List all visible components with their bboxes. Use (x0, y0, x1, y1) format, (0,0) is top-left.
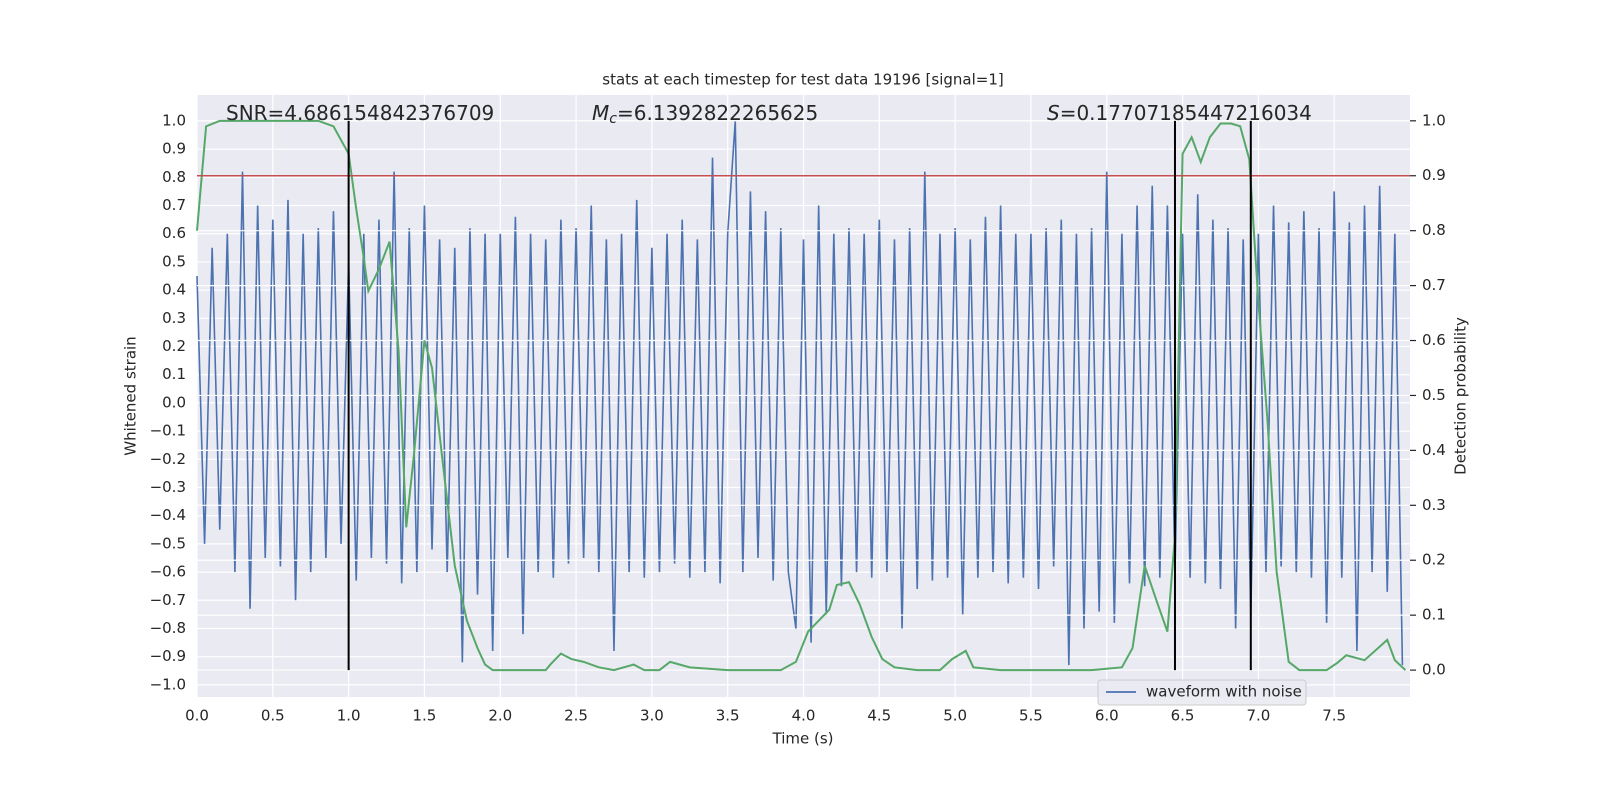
x-tick-label: 4.5 (867, 707, 891, 725)
y-tick-label: −0.8 (150, 619, 186, 637)
y2-tick-label: 0.5 (1422, 386, 1446, 404)
x-tick-label: 2.5 (564, 707, 588, 725)
y-tick-label: −0.2 (150, 450, 186, 468)
x-tick-label: 7.0 (1246, 707, 1270, 725)
y-tick-label: −0.6 (150, 563, 186, 581)
y-axis-label: Whitened strain (122, 336, 140, 455)
annotation-subscript: c (609, 111, 617, 127)
probability-line (196, 119, 1407, 672)
y-tick-label: −0.1 (150, 422, 186, 440)
chart-title: stats at each timestep for test data 191… (602, 71, 1003, 89)
y2-tick-label: 0.4 (1422, 441, 1446, 459)
y-tick-label: 0.5 (162, 252, 186, 270)
x-tick-label: 0.0 (185, 707, 209, 725)
y2-tick-label: 0.8 (1422, 221, 1446, 239)
annotation-text: =6.1392822265625 (617, 101, 818, 125)
x-tick-label: 6.5 (1171, 707, 1195, 725)
annotation: S=0.17707185447216034 (1047, 101, 1312, 125)
y-tick-label: 1.0 (162, 111, 186, 129)
annotation: SNR=4.686154842376709 (226, 101, 494, 125)
x-tick-label: 0.5 (261, 707, 285, 725)
x-tick-label: 3.0 (640, 707, 664, 725)
y2-tick-label: 0.3 (1422, 496, 1446, 514)
x-tick-label: 1.5 (413, 707, 437, 725)
y-tick-label: 0.2 (162, 337, 186, 355)
annotation-text: SNR=4.686154842376709 (226, 101, 494, 125)
x-tick-label: 6.0 (1095, 707, 1119, 725)
annotation-symbol: S (1047, 101, 1060, 125)
x-tick-label: 7.5 (1322, 707, 1346, 725)
y2-tick-label: 0.1 (1422, 606, 1446, 624)
y-tick-label: 0.3 (162, 309, 186, 327)
x-tick-label: 3.5 (716, 707, 740, 725)
y-tick-label: 0.4 (162, 281, 186, 299)
x-tick-label: 2.0 (488, 707, 512, 725)
y-tick-label: 0.7 (162, 196, 186, 214)
y-tick-label: 0.0 (162, 393, 186, 411)
y2-tick-label: 0.2 (1422, 551, 1446, 569)
legend-box (1097, 679, 1307, 706)
y-tick-label: −0.3 (150, 478, 186, 496)
y-tick-label: −1.0 (150, 675, 186, 693)
y-tick-label: 0.9 (162, 140, 186, 158)
x-axis-label: Time (s) (772, 730, 834, 748)
x-tick-label: 1.0 (337, 707, 361, 725)
y-tick-label: 0.6 (162, 224, 186, 242)
y2-tick-label: 0.7 (1422, 276, 1446, 294)
annotation-symbol: M (592, 101, 609, 125)
y-tick-label: −0.4 (150, 506, 186, 524)
y2-tick-label: 0.6 (1422, 331, 1446, 349)
x-tick-label: 4.0 (792, 707, 816, 725)
annotation-text: =0.17707185447216034 (1060, 101, 1312, 125)
y-tick-label: −0.9 (150, 647, 186, 665)
y-tick-label: −0.5 (150, 534, 186, 552)
y2-tick-label: 0.9 (1422, 166, 1446, 184)
x-tick-label: 5.5 (1019, 707, 1043, 725)
waveform-line (196, 120, 1404, 666)
annotation: Mc=6.1392822265625 (592, 101, 818, 128)
y2-axis-label: Detection probability (1452, 317, 1470, 475)
legend-label: waveform with noise (1146, 683, 1302, 701)
y2-tick-label: 0.0 (1422, 661, 1446, 679)
x-tick-label: 5.0 (943, 707, 967, 725)
y-tick-label: 0.8 (162, 168, 186, 186)
y-tick-label: −0.7 (150, 591, 186, 609)
y2-tick-label: 1.0 (1422, 111, 1446, 129)
y-tick-label: 0.1 (162, 365, 186, 383)
